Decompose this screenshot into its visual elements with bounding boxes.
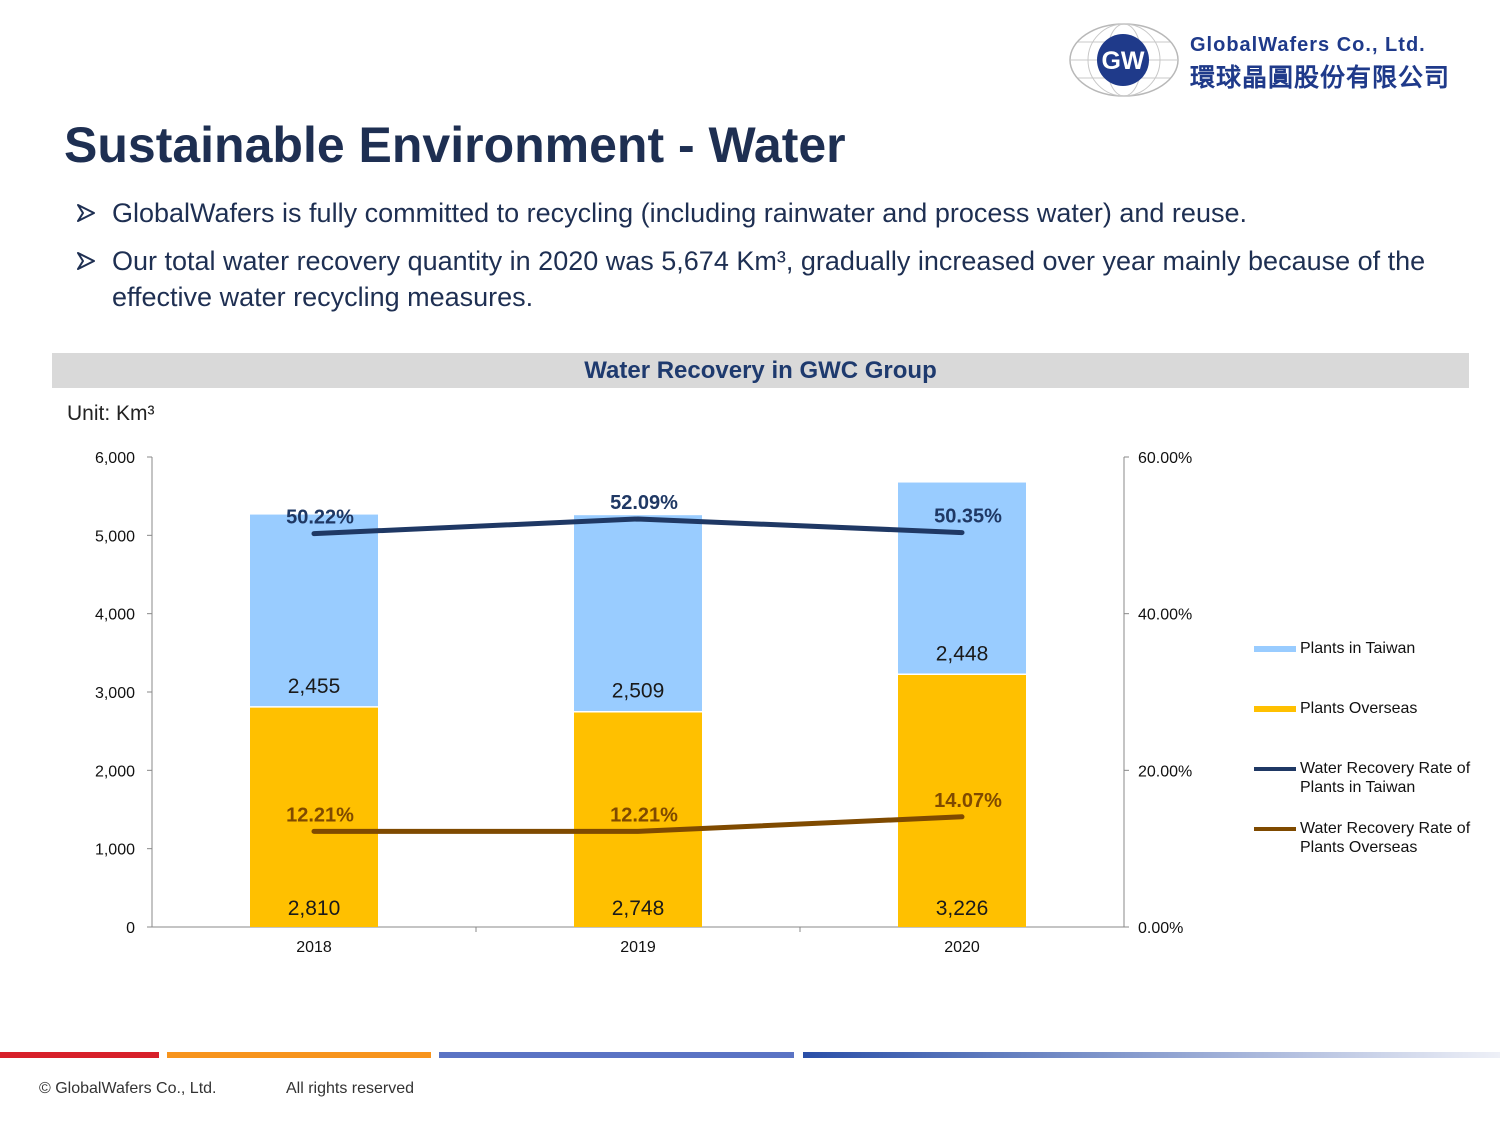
data-label-line-rate-taiwan: 50.35%	[934, 506, 1002, 528]
y2-tick-label: 40.00%	[1138, 607, 1192, 624]
bullet-item: Our total water recovery quantity in 202…	[76, 243, 1476, 315]
footer-copyright: © GlobalWafers Co., Ltd.	[39, 1080, 217, 1097]
bullet-text: Our total water recovery quantity in 202…	[112, 246, 1426, 312]
bar-taiwan-2018	[250, 514, 378, 707]
legend-swatch-overseas	[1254, 706, 1296, 712]
data-label-line-rate-taiwan: 50.22%	[286, 507, 354, 529]
bar-overseas-2018	[250, 706, 378, 927]
arrow-bullet-icon	[77, 252, 95, 270]
footer-bar-gradient	[803, 1052, 1500, 1058]
bullet-item: GlobalWafers is fully committed to recyc…	[76, 195, 1476, 231]
y-tick-label: 2,000	[95, 763, 135, 780]
legend-label: Water Recovery Rate of Plants Overseas	[1300, 820, 1471, 856]
data-label-taiwan: 2,509	[612, 680, 665, 703]
company-logo: GW GlobalWafers Co., Ltd. 環球晶圓股份有限公司	[1068, 22, 1458, 98]
legend-label: Water Recovery Rate of Plants in Taiwan	[1300, 760, 1471, 796]
bar-overseas-2019	[574, 711, 702, 927]
legend-swatch-taiwan	[1254, 646, 1296, 652]
footer-color-bars	[0, 1052, 1500, 1058]
y2-tick-label: 20.00%	[1138, 763, 1192, 780]
footer-bar-blue	[439, 1052, 794, 1058]
logo-initials: GW	[1101, 47, 1144, 75]
data-label-line-rate-overseas: 12.21%	[286, 804, 354, 826]
footer-bar-orange	[167, 1052, 431, 1058]
data-label-taiwan: 2,448	[936, 642, 989, 665]
globe-logo-icon: GW	[1069, 23, 1179, 97]
page-title: Sustainable Environment - Water	[64, 117, 846, 173]
bar-overseas-2020	[898, 674, 1026, 927]
chart-header-bar: Water Recovery in GWC Group	[52, 353, 1469, 388]
data-label-overseas: 2,810	[288, 897, 341, 920]
legend-swatch-rate-overseas	[1254, 827, 1296, 831]
legend-swatch-rate-taiwan	[1254, 767, 1296, 771]
data-label-line-rate-taiwan: 52.09%	[610, 492, 678, 514]
data-label-overseas: 2,748	[612, 897, 665, 920]
legend-item-rate-overseas: Water Recovery Rate of Plants Overseas	[1254, 818, 1494, 878]
legend-label: Plants in Taiwan	[1300, 640, 1416, 657]
chart-legend: Plants in Taiwan Plants Overseas Water R…	[1254, 638, 1494, 878]
data-label-line-rate-overseas: 14.07%	[934, 790, 1002, 812]
legend-item-taiwan: Plants in Taiwan	[1254, 638, 1494, 698]
data-label-overseas: 3,226	[936, 897, 989, 920]
y-tick-label: 0	[126, 920, 135, 937]
legend-item-overseas: Plants Overseas	[1254, 698, 1494, 758]
bullet-text: GlobalWafers is fully committed to recyc…	[112, 198, 1247, 228]
y-tick-label: 1,000	[95, 842, 135, 859]
chart-title: Water Recovery in GWC Group	[584, 357, 937, 384]
bar-taiwan-2019	[574, 515, 702, 712]
bullet-list: GlobalWafers is fully committed to recyc…	[76, 195, 1476, 327]
bar-taiwan-2020	[898, 482, 1026, 675]
arrow-bullet-icon	[77, 204, 95, 222]
y-tick-label: 3,000	[95, 685, 135, 702]
company-name-zh: 環球晶圓股份有限公司	[1190, 63, 1451, 92]
footer-bar-red	[0, 1052, 159, 1058]
company-name-en: GlobalWafers Co., Ltd.	[1190, 34, 1426, 56]
y2-tick-label: 0.00%	[1138, 920, 1183, 937]
legend-item-rate-taiwan: Water Recovery Rate of Plants in Taiwan	[1254, 758, 1494, 818]
unit-label: Unit: Km³	[67, 402, 155, 425]
x-tick-label: 2020	[944, 939, 980, 956]
line-rate-taiwan	[311, 516, 965, 537]
y-tick-label: 6,000	[95, 450, 135, 467]
legend-label: Plants Overseas	[1300, 700, 1418, 717]
footer-rights: All rights reserved	[286, 1080, 415, 1097]
line-rate-overseas	[311, 814, 965, 834]
y-tick-label: 4,000	[95, 607, 135, 624]
data-label-line-rate-overseas: 12.21%	[610, 804, 678, 826]
x-tick-label: 2018	[296, 939, 332, 956]
y2-tick-label: 60.00%	[1138, 450, 1192, 467]
x-tick-label: 2019	[620, 939, 656, 956]
water-recovery-chart: 0 1,000 2,000 3,000 4,000 5,000 6,000 0.00% 20.0…	[95, 450, 1192, 956]
y-tick-label: 5,000	[95, 528, 135, 545]
data-label-taiwan: 2,455	[288, 675, 341, 698]
